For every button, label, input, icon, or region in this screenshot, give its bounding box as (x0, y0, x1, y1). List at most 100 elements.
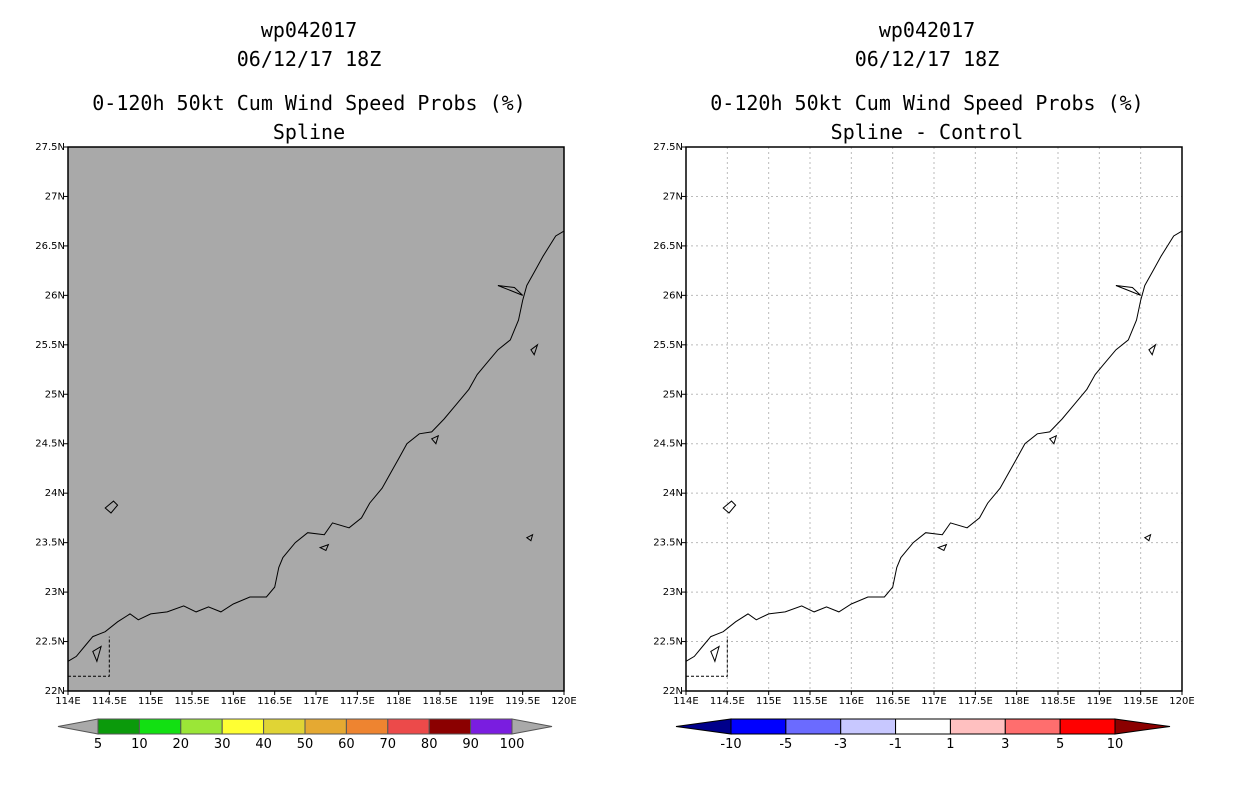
x-tick-label: 115.5E (175, 696, 210, 707)
x-tick-label: 116E (839, 696, 864, 707)
colorbar-label: 90 (462, 737, 479, 752)
colorbar-swatch (428, 718, 472, 735)
colorbar-label: 20 (173, 737, 190, 752)
y-tick-label: 24.5N (653, 439, 683, 450)
left-panel: wp042017 06/12/17 18Z 0-120h 50kt Cum Wi… (35, 18, 576, 752)
y-tick-label: 25N (663, 389, 683, 400)
y-tick-label: 23.5N (653, 538, 683, 549)
y-tick-label: 23N (45, 587, 65, 598)
y-tick-label: 25.5N (35, 340, 65, 351)
x-tick-label: 115E (138, 696, 163, 707)
x-tick-label: 119E (1087, 696, 1112, 707)
x-tick-label: 115E (756, 696, 781, 707)
colorbar-label: 3 (1001, 737, 1009, 752)
colorbar-swatch (387, 718, 430, 735)
x-tick-label: 118.5E (423, 696, 458, 707)
y-tick-label: 23.5N (35, 538, 65, 549)
y-tick-label: 25N (45, 389, 65, 400)
x-tick-label: 119E (469, 696, 494, 707)
x-tick-label: 117E (303, 696, 328, 707)
x-tick-label: 114.5E (710, 696, 745, 707)
colorbar-label: 5 (94, 737, 102, 752)
island (530, 343, 539, 356)
y-tick-label: 26N (45, 290, 65, 301)
colorbar-swatch (730, 718, 787, 735)
colorbar-label: -3 (834, 737, 847, 752)
y-tick-label: 24N (663, 488, 683, 499)
colorbar-swatch (949, 718, 1006, 735)
island (92, 645, 102, 663)
colorbar-swatch (345, 718, 389, 735)
panel-subtitle: Spline (272, 120, 346, 144)
x-tick-label: 117.5E (340, 696, 375, 707)
island (525, 533, 534, 542)
y-tick-label: 27.5N (653, 142, 683, 153)
y-tick-label: 25.5N (653, 340, 683, 351)
coastline-mainland (685, 230, 1183, 662)
colorbar-label: 60 (338, 737, 355, 752)
colorbar-swatch (221, 718, 265, 735)
x-tick-label: 119.5E (505, 696, 540, 707)
x-tick-label: 114E (673, 696, 698, 707)
colorbar-end-high (511, 718, 553, 735)
island (936, 543, 948, 552)
colorbar-swatch (1004, 718, 1061, 735)
colorbar-swatch (785, 718, 842, 735)
colorbar-swatch (138, 718, 182, 735)
y-tick-label: 23N (663, 587, 683, 598)
colorbar-swatch (97, 718, 140, 735)
colorbar-label: 100 (500, 737, 525, 752)
colorbar-label: -5 (779, 737, 792, 752)
y-tick-label: 24.5N (35, 439, 65, 450)
island (1048, 434, 1058, 445)
x-tick-label: 119.5E (1123, 696, 1158, 707)
island (318, 543, 330, 552)
colorbar-swatch (304, 718, 347, 735)
y-tick-label: 22.5N (35, 637, 65, 648)
x-tick-label: 116.5E (257, 696, 292, 707)
colorbar-end-high (1114, 718, 1171, 735)
colorbar-label: 50 (297, 737, 314, 752)
storm-id: wp042017 (878, 18, 976, 42)
x-tick-label: 120E (551, 696, 576, 707)
colorbar-label: 10 (131, 737, 148, 752)
y-tick-label: 22N (663, 686, 683, 697)
x-tick-label: 118.5E (1041, 696, 1076, 707)
border-line (686, 636, 728, 677)
y-tick-label: 27N (45, 191, 65, 202)
colorbar-label: 10 (1107, 737, 1124, 752)
coastline-bay (1115, 285, 1142, 296)
island (1143, 533, 1152, 542)
colorbar-swatch (263, 718, 306, 735)
colorbar-label: 70 (380, 737, 397, 752)
y-tick-label: 26.5N (35, 241, 65, 252)
island (710, 645, 720, 663)
colorbar-label: 1 (946, 737, 954, 752)
x-tick-label: 114.5E (92, 696, 127, 707)
colorbar-swatch (840, 718, 897, 735)
colorbar-label: 5 (1056, 737, 1064, 752)
forecast-datetime: 06/12/17 18Z (854, 47, 1000, 71)
colorbar-label: 80 (421, 737, 438, 752)
colorbar-label: -10 (720, 737, 741, 752)
map-svg: 114E 114.5E 115E 115.5E 116E 116.5E 117E 117.5E… (653, 142, 1194, 752)
border-line (68, 636, 110, 677)
colorbar-swatch (1059, 718, 1116, 735)
colorbar-swatch (180, 718, 223, 735)
forecast-datetime: 06/12/17 18Z (236, 47, 382, 71)
storm-id: wp042017 (260, 18, 358, 42)
right-panel: wp042017 06/12/17 18Z 0-120h 50kt Cum Wi… (618, 0, 1236, 800)
colorbar-label: 30 (214, 737, 231, 752)
colorbar-swatch (895, 718, 951, 735)
coastline-mainland (67, 230, 565, 662)
island (722, 500, 737, 514)
y-tick-label: 24N (45, 488, 65, 499)
y-tick-label: 27N (663, 191, 683, 202)
x-tick-label: 116E (221, 696, 246, 707)
x-tick-label: 114E (55, 696, 80, 707)
x-tick-label: 118E (1004, 696, 1029, 707)
y-tick-label: 26.5N (653, 241, 683, 252)
colorbar-end-low (57, 718, 99, 735)
x-tick-label: 120E (1169, 696, 1194, 707)
x-tick-label: 115.5E (793, 696, 828, 707)
